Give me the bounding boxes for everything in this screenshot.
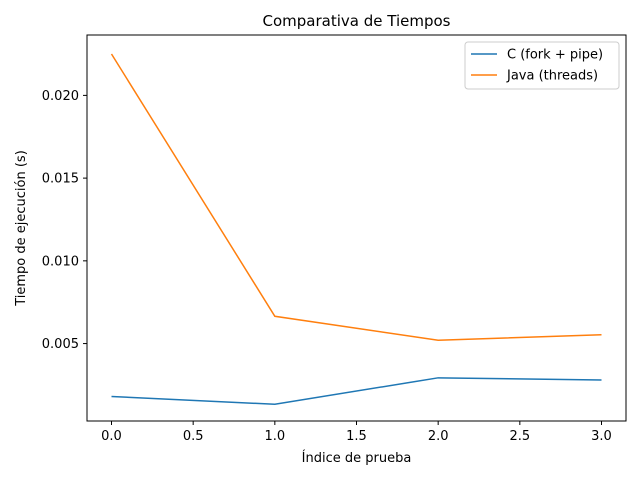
- x-tick-label: 1.0: [264, 429, 285, 444]
- chart-title: Comparativa de Tiempos: [263, 12, 451, 30]
- y-tick-label: 0.005: [42, 337, 79, 352]
- x-axis-ticks: 0.0 0.5 1.0 1.5 2.0 2.5 3.0: [101, 421, 612, 444]
- plot-frame: [86, 34, 627, 422]
- y-tick-label: 0.010: [42, 254, 79, 269]
- x-tick-label: 2.5: [509, 429, 530, 444]
- y-tick-label: 0.015: [42, 172, 79, 187]
- x-tick-label: 3.0: [591, 429, 612, 444]
- x-axis-title: Índice de prueba: [302, 450, 412, 466]
- x-tick-label: 1.5: [346, 429, 367, 444]
- legend-label: C (fork + pipe): [507, 48, 603, 63]
- series-layer: [110, 53, 602, 406]
- x-tick-label: 0.5: [183, 429, 204, 444]
- x-tick-label: 0.0: [101, 429, 122, 444]
- legend-box: [464, 41, 620, 90]
- legend: C (fork + pipe) Java (threads): [464, 41, 620, 90]
- series-line-c-fork-pipe: [111, 377, 602, 406]
- x-tick-label: 2.0: [428, 429, 449, 444]
- y-axis-ticks: 0.005 0.010 0.015 0.020: [42, 89, 87, 352]
- y-axis-title: Tiempo de ejecución (s): [14, 150, 29, 307]
- legend-label: Java (threads): [506, 69, 598, 84]
- series-line-java-threads: [110, 53, 602, 342]
- y-tick-label: 0.020: [42, 89, 79, 104]
